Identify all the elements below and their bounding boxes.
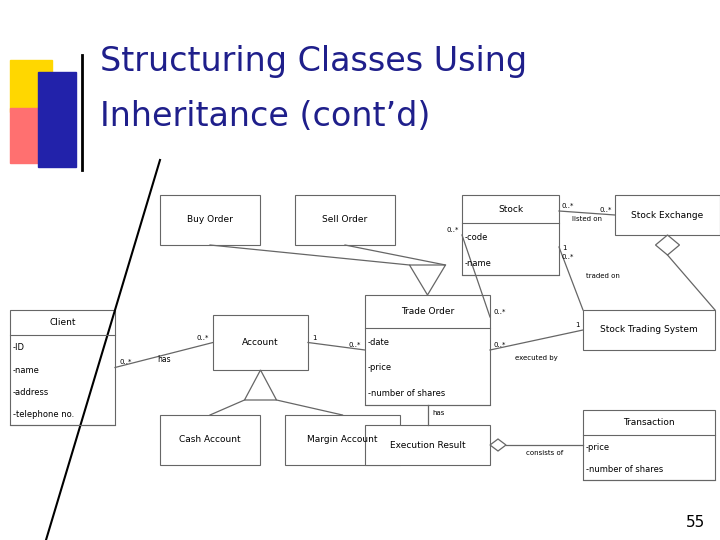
Bar (615, 195, 720, 235)
Text: Margin Account: Margin Account (307, 435, 378, 444)
Text: -name: -name (465, 259, 492, 268)
Text: Stock: Stock (498, 205, 523, 213)
Text: 0..*: 0..* (562, 203, 575, 209)
Bar (583, 410, 715, 480)
Text: 55: 55 (685, 515, 705, 530)
Text: 0..*: 0..* (493, 309, 505, 315)
Text: Buy Order: Buy Order (187, 215, 233, 225)
Text: Trade Order: Trade Order (401, 307, 454, 316)
Bar (365, 425, 490, 465)
Text: -number of shares: -number of shares (586, 465, 663, 474)
Text: -price: -price (586, 442, 610, 451)
Text: traded on: traded on (586, 273, 620, 280)
Bar (583, 310, 715, 350)
Text: 0..*: 0..* (119, 360, 131, 366)
Bar (365, 295, 490, 405)
Bar (160, 415, 260, 465)
Text: 0..*: 0..* (600, 207, 612, 213)
Bar (213, 315, 308, 370)
Text: 0..*: 0..* (197, 334, 209, 341)
Text: consists of: consists of (526, 450, 563, 456)
Text: executed by: executed by (515, 355, 558, 361)
Text: -price: -price (368, 363, 392, 372)
Bar (160, 195, 260, 245)
Text: 0..*: 0..* (348, 342, 361, 348)
Text: Sell Order: Sell Order (323, 215, 368, 225)
Text: -name: -name (13, 366, 40, 375)
Text: Account: Account (242, 338, 279, 347)
Text: Client: Client (49, 318, 76, 327)
Bar (10, 310, 115, 425)
Text: Execution Result: Execution Result (390, 441, 465, 449)
Text: 1: 1 (562, 245, 567, 251)
Bar (462, 195, 559, 275)
Text: Structuring Classes Using: Structuring Classes Using (100, 45, 527, 78)
Text: -address: -address (13, 388, 49, 397)
Text: Inheritance (cont’d): Inheritance (cont’d) (100, 100, 431, 133)
Text: has: has (157, 355, 171, 364)
Text: 0..*: 0..* (562, 254, 575, 260)
Text: listed on: listed on (572, 216, 602, 222)
Text: 0..*: 0..* (493, 342, 505, 348)
Text: Stock Exchange: Stock Exchange (631, 211, 703, 219)
Text: -date: -date (368, 338, 390, 347)
Bar (38, 72, 76, 167)
Bar (285, 415, 400, 465)
Bar (295, 195, 395, 245)
Text: has: has (433, 410, 445, 416)
Text: Transaction: Transaction (624, 418, 675, 427)
Text: 1: 1 (575, 322, 580, 328)
Text: Stock Trading System: Stock Trading System (600, 326, 698, 334)
Text: 1: 1 (312, 334, 317, 341)
Bar (10, 60, 52, 112)
Text: -telephone no.: -telephone no. (13, 410, 74, 420)
Bar (10, 108, 52, 163)
Text: 0..*: 0..* (446, 227, 459, 233)
Text: -code: -code (465, 233, 488, 242)
Text: Cash Account: Cash Account (179, 435, 240, 444)
Text: -ID: -ID (13, 343, 25, 352)
Text: -number of shares: -number of shares (368, 389, 445, 398)
